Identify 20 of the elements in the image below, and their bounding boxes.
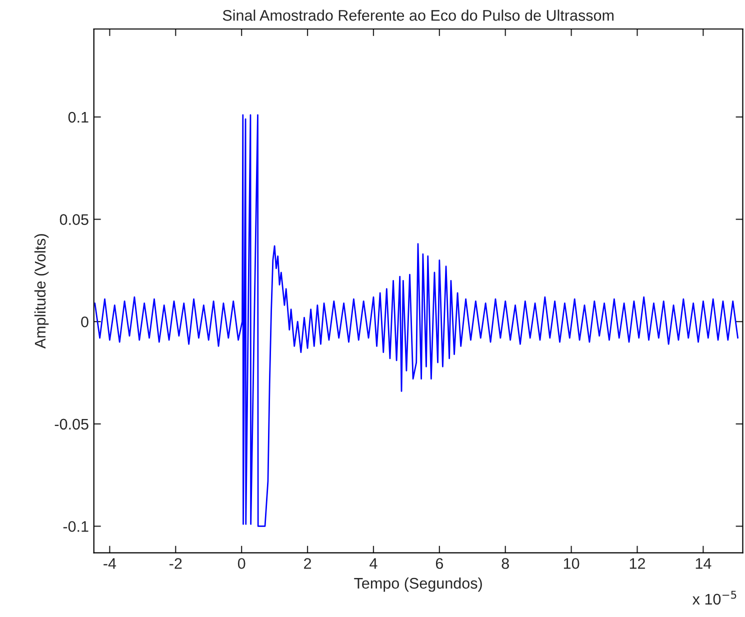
x-axis-title: Tempo (Segundos) — [354, 577, 482, 592]
x-tick-label: 14 — [696, 558, 712, 569]
x-tick-label: 4 — [370, 558, 378, 569]
x-tick-label: -4 — [104, 558, 116, 569]
y-tick-label: 0.05 — [60, 214, 88, 225]
y-tick-label: -0.05 — [54, 418, 88, 430]
y-tick-label: 0.1 — [68, 112, 88, 123]
x-tick-label: 2 — [304, 558, 312, 569]
text: x 10$^{−5}$ — [692, 590, 736, 605]
x-tick-label: 10 — [564, 558, 580, 569]
y-tick-label: 0 — [81, 316, 88, 328]
x-tick-label: 12 — [630, 558, 645, 569]
chart-title: Sinal Amostrado Referente ao Eco do Pulso de Ultrassom — [222, 10, 614, 21]
y-tick-label: -0.1 — [63, 521, 88, 532]
y-axis-title: Amplitude (Volts) — [34, 234, 49, 349]
line-series — [94, 114, 739, 527]
x-tick-label: 6 — [436, 558, 443, 569]
x-tick-label: 8 — [502, 558, 509, 569]
x-tick-label: 0 — [238, 558, 246, 569]
x-tick-label: -2 — [170, 558, 182, 569]
